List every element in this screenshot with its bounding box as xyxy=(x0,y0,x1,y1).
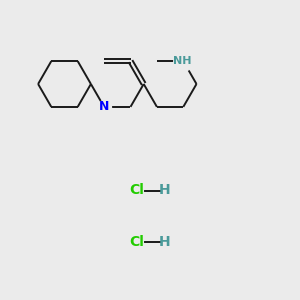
Text: N: N xyxy=(99,100,109,113)
Text: NH: NH xyxy=(172,56,191,65)
Text: H: H xyxy=(159,235,170,248)
Text: H: H xyxy=(159,184,170,197)
Text: Cl: Cl xyxy=(129,235,144,248)
Text: Cl: Cl xyxy=(129,184,144,197)
